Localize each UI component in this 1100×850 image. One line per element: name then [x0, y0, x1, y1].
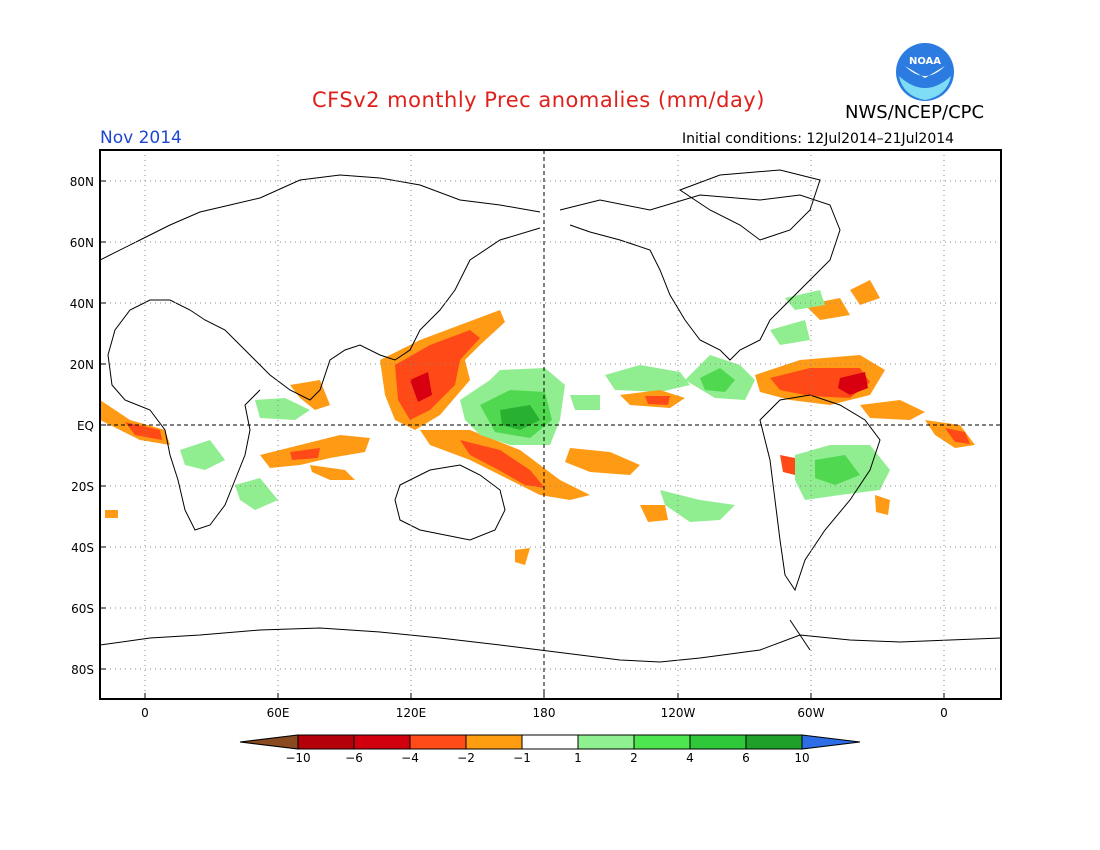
legend-label: 4: [686, 751, 694, 765]
legend-swatch: [633, 734, 691, 750]
epac-dry-mid: [645, 396, 670, 405]
sa-dry: [780, 455, 795, 475]
anomaly-fields: [100, 280, 975, 565]
wpac-dry-mid: [395, 330, 480, 420]
legend-label: −6: [345, 751, 363, 765]
gog2-dry-mid: [945, 428, 970, 444]
af-wet-2: [235, 478, 278, 510]
reference-lines: [100, 150, 1001, 699]
noaa-logo-text: NOAA: [909, 56, 941, 67]
antarctica-peninsula-outline: [789, 619, 811, 651]
lat-label-40n: 40N: [70, 297, 94, 311]
agency-label: NWS/NCEP/CPC: [845, 102, 985, 123]
legend-swatch: [577, 734, 635, 750]
spac-wet: [660, 490, 735, 522]
lat-label-20s: 20S: [71, 480, 94, 494]
legend-label: 1: [574, 751, 582, 765]
africa-europe-asia-outline: [100, 174, 541, 531]
north-america-outline: [559, 194, 841, 361]
lon-label-120w: 120W: [661, 706, 696, 720]
lon-label-180: 180: [533, 706, 556, 720]
tick-marks: [100, 180, 945, 699]
sepac-dry-2: [640, 505, 668, 522]
legend-arrow-low: [239, 734, 299, 750]
legend-label: 6: [742, 751, 750, 765]
sepac-dry: [565, 448, 640, 475]
legend-label: −2: [457, 751, 475, 765]
wpac-dry-strong: [410, 372, 432, 402]
legend-swatch: [409, 734, 467, 750]
australia-outline: [394, 464, 506, 541]
io-dry-mid: [290, 448, 320, 460]
af-wet: [180, 440, 225, 470]
south-america-outline: [759, 394, 881, 592]
lat-label-80s: 80S: [71, 663, 94, 677]
nz-dry: [515, 548, 530, 565]
lat-label-60s: 60S: [71, 602, 94, 616]
io-dry-light-2: [310, 465, 355, 480]
color-legend: −10 −6 −4 −2 −1 1 2 4 6 10: [239, 734, 861, 765]
gog-dry-mid: [125, 422, 162, 440]
natl-dry-2: [850, 280, 880, 305]
lon-label-0-west: 0: [141, 706, 149, 720]
lon-label-0-east: 0: [940, 706, 948, 720]
safr-dry: [105, 510, 118, 518]
lon-label-60w: 60W: [797, 706, 824, 720]
grid-lines: [100, 150, 1001, 699]
lat-label-eq: EQ: [77, 419, 94, 433]
legend-label: −1: [513, 751, 531, 765]
antarctica-outline: [100, 627, 1001, 663]
lon-label-60e: 60E: [267, 706, 290, 720]
initial-conditions: Initial conditions: 12Jul2014–21Jul2014: [682, 131, 955, 147]
lon-label-120e: 120E: [396, 706, 427, 720]
legend-swatch: [297, 734, 355, 750]
satl-dry: [875, 495, 890, 515]
legend-label: −10: [285, 751, 310, 765]
legend-label: 2: [630, 751, 638, 765]
atl-dry-strong: [838, 372, 868, 395]
legend-swatch: [465, 734, 523, 750]
legend-swatch: [353, 734, 411, 750]
legend-label: −4: [401, 751, 419, 765]
legend-arrow-high: [801, 734, 861, 750]
noaa-logo: NOAA: [896, 43, 954, 101]
nepac-wet: [605, 365, 690, 392]
forecast-month: Nov 2014: [100, 128, 182, 148]
sa-wet-mid: [815, 455, 860, 485]
cpac-wet-strong: [500, 405, 540, 430]
lat-label-40s: 40S: [71, 541, 94, 555]
lat-label-60n: 60N: [70, 236, 94, 250]
bob-dry: [290, 380, 330, 410]
natl-wet: [785, 290, 825, 310]
coastlines: [100, 169, 1001, 663]
legend-swatch: [745, 734, 803, 750]
chart-title: CFSv2 monthly Prec anomalies (mm/day): [312, 88, 765, 112]
lat-label-80n: 80N: [70, 175, 94, 189]
legend-swatch: [521, 734, 579, 750]
ca-wet-mid: [700, 368, 735, 392]
eatl-dry: [860, 400, 925, 420]
spcz-dry-mid: [460, 440, 545, 488]
greenland-outline: [678, 169, 821, 241]
io-wet: [255, 398, 310, 420]
natl-wet-2: [770, 320, 810, 345]
legend-label: 10: [794, 751, 809, 765]
lat-label-20n: 20N: [70, 358, 94, 372]
legend-swatch: [689, 734, 747, 750]
epac-wet-2: [570, 395, 600, 410]
